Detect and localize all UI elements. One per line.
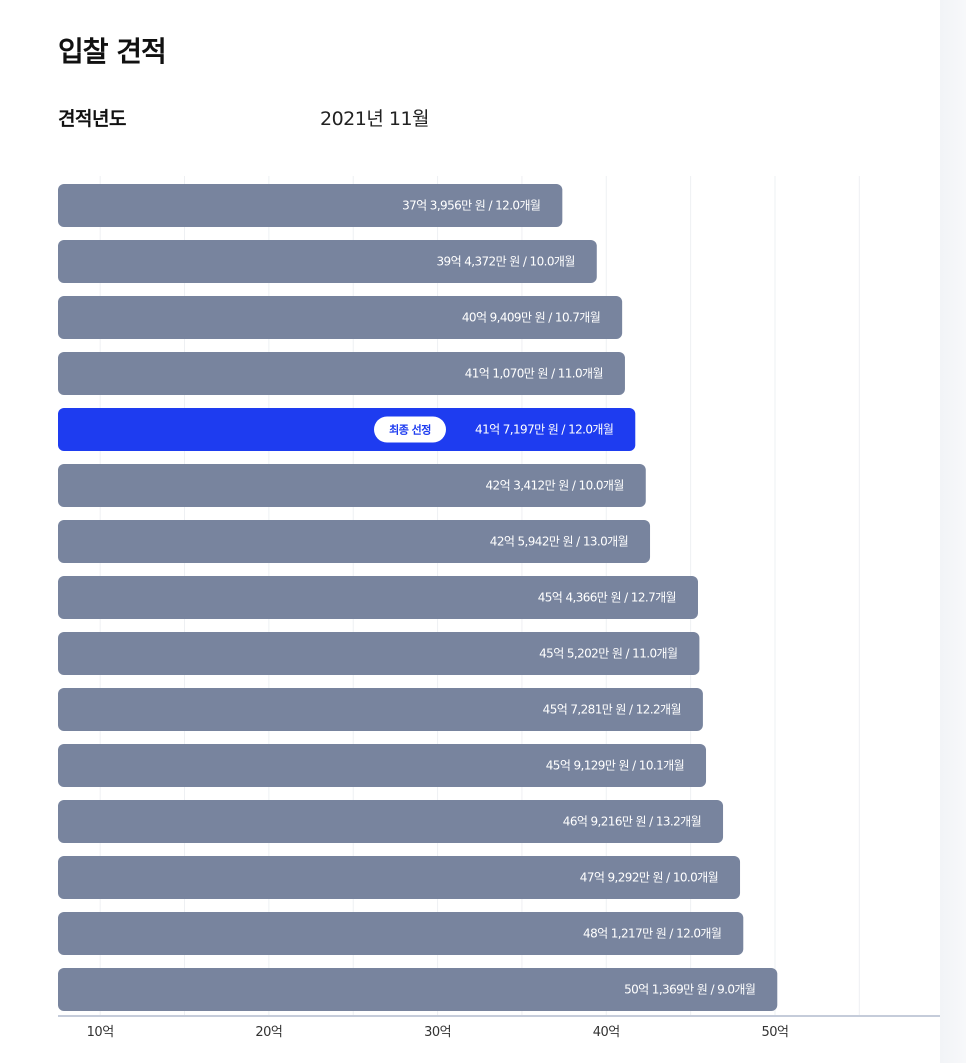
bar-value-label: 40억 9,409만 원 / 10.7개월 [462,311,600,325]
page-title: 입찰 견적 [58,35,167,68]
bar-rect[interactable] [58,464,646,507]
bar-value-label: 45억 9,129만 원 / 10.1개월 [546,759,684,773]
bar[interactable]: 47억 9,292만 원 / 10.0개월 [58,856,741,899]
bar-rect[interactable] [58,912,744,955]
bar-rect[interactable] [58,296,623,339]
bar-rect[interactable] [58,352,625,395]
bar[interactable]: 48억 1,217만 원 / 12.0개월 [58,912,744,955]
bar-rect[interactable] [58,240,597,283]
bar[interactable]: 39억 4,372만 원 / 10.0개월 [58,240,597,283]
bar[interactable]: 46억 9,216만 원 / 13.2개월 [58,800,724,843]
bar-value-label: 41억 1,070만 원 / 11.0개월 [465,367,603,381]
estimate-year-label: 견적년도 [58,108,126,130]
bar-value-label: 45억 7,281만 원 / 12.2개월 [543,703,681,717]
right-edge-panel [940,0,966,1063]
bar-rect[interactable] [58,632,700,675]
bar[interactable]: 37억 3,956만 원 / 12.0개월 [58,184,563,227]
bar-value-label: 48억 1,217만 원 / 12.0개월 [583,927,721,941]
bar-rect[interactable] [58,744,707,787]
x-tick-label: 20억 [255,1025,282,1040]
x-tick-label: 50억 [761,1025,788,1040]
bar-rect[interactable] [58,968,778,1011]
bar-value-label: 45억 5,202만 원 / 11.0개월 [539,647,677,661]
bar-selected[interactable]: 41억 7,197만 원 / 12.0개월 최종 선정 [58,408,636,451]
bar-value-label: 42억 3,412만 원 / 10.0개월 [486,479,624,493]
bar-value-label: 50억 1,369만 원 / 9.0개월 [624,983,755,997]
badge-label: 최종 선정 [389,423,431,437]
bar-rect[interactable] [58,520,651,563]
final-selection-badge: 최종 선정 [374,416,446,443]
bar-value-label: 42억 5,942만 원 / 13.0개월 [490,535,628,549]
x-tick-label: 30억 [424,1025,451,1040]
bar[interactable]: 45억 9,129만 원 / 10.1개월 [58,744,707,787]
bar-rect[interactable] [58,800,724,843]
x-tick-label: 40억 [593,1025,620,1040]
x-axis: 10억 20억 30억 40억 50억 [58,1015,940,1040]
x-tick-label: 10억 [87,1025,114,1040]
bar[interactable]: 45억 7,281만 원 / 12.2개월 [58,688,703,731]
bar-value-label: 37억 3,956만 원 / 12.0개월 [402,199,540,213]
bar-rect[interactable] [58,856,741,899]
bar[interactable]: 40억 9,409만 원 / 10.7개월 [58,296,623,339]
bar[interactable]: 41억 1,070만 원 / 11.0개월 [58,352,625,395]
bar[interactable]: 45억 4,366만 원 / 12.7개월 [58,576,698,619]
badge-pill [374,416,446,443]
bar-rect[interactable] [58,688,703,731]
bar-value-label: 39억 4,372만 원 / 10.0개월 [437,255,575,269]
bar[interactable]: 45억 5,202만 원 / 11.0개월 [58,632,700,675]
bar-value-label: 41억 7,197만 원 / 12.0개월 [475,423,613,437]
bar-rect[interactable] [58,184,563,227]
bar-rect[interactable] [58,408,636,451]
bar[interactable]: 50억 1,369만 원 / 9.0개월 [58,968,778,1011]
bar-rect[interactable] [58,576,698,619]
bars: 37억 3,956만 원 / 12.0개월 39억 4,372만 원 / 10.0… [58,184,778,1011]
estimate-year-value: 2021년 11월 [320,108,430,130]
bar-value-label: 46억 9,216만 원 / 13.2개월 [563,815,701,829]
bar-value-label: 47억 9,292만 원 / 10.0개월 [580,871,718,885]
bar-value-label: 45억 4,366만 원 / 12.7개월 [538,591,676,605]
bar[interactable]: 42억 3,412만 원 / 10.0개월 [58,464,646,507]
bar[interactable]: 42억 5,942만 원 / 13.0개월 [58,520,651,563]
